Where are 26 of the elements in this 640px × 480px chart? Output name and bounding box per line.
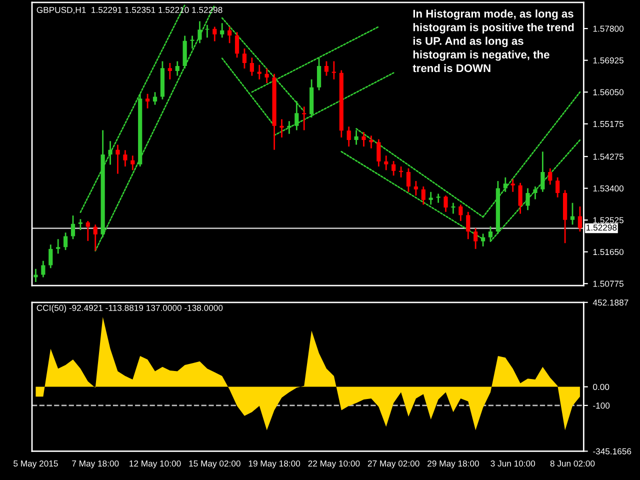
- annotation: In Histogram mode, as long as histogram is positive the trend is UP. And as long as histogram is negative, the trend is DOWN: [412, 9, 574, 72]
- y-tick-label: 1.55175: [593, 121, 624, 128]
- x-tick-label: 8 Jun 02:00: [550, 460, 595, 467]
- x-tick-label: 27 May 02:00: [368, 460, 420, 468]
- ref-line-label: 1.52298: [586, 224, 617, 231]
- y-tick-label: 0.00: [593, 384, 610, 390]
- y-tick-label: 1.57800: [593, 26, 624, 32]
- x-tick-label: 15 May 02:00: [189, 460, 240, 468]
- y-tick-label: 1.50775: [593, 280, 624, 287]
- x-tick-label: 7 May 18:00: [72, 460, 119, 468]
- x-tick-label: 3 Jun 10:00: [490, 460, 536, 467]
- x-tick-label: 12 May 10:00: [130, 460, 181, 468]
- x-tick-label: 29 May 18:00: [428, 460, 479, 468]
- y-tick-label: 452.1887: [592, 300, 628, 306]
- y-tick-label: 1.56925: [593, 57, 624, 64]
- y-tick-label: 1.51650: [593, 248, 624, 256]
- x-tick-label: 22 May 10:00: [308, 460, 360, 468]
- chart-title: CCI(50) -92.4921 -113.8819 137.0000 -138.0000: [36, 304, 223, 313]
- y-tick-label: -345.1656: [593, 448, 632, 454]
- y-tick-label: 1.54275: [593, 154, 624, 160]
- y-tick-label: 1.56050: [593, 89, 624, 96]
- y-tick-label: 1.53400: [593, 185, 624, 192]
- x-tick-label: 19 May 18:00: [248, 460, 300, 468]
- y-tick-label: -100: [593, 402, 610, 409]
- y-tick-label: 1.52525: [593, 217, 624, 224]
- x-tick-label: 5 May 2015: [14, 460, 58, 468]
